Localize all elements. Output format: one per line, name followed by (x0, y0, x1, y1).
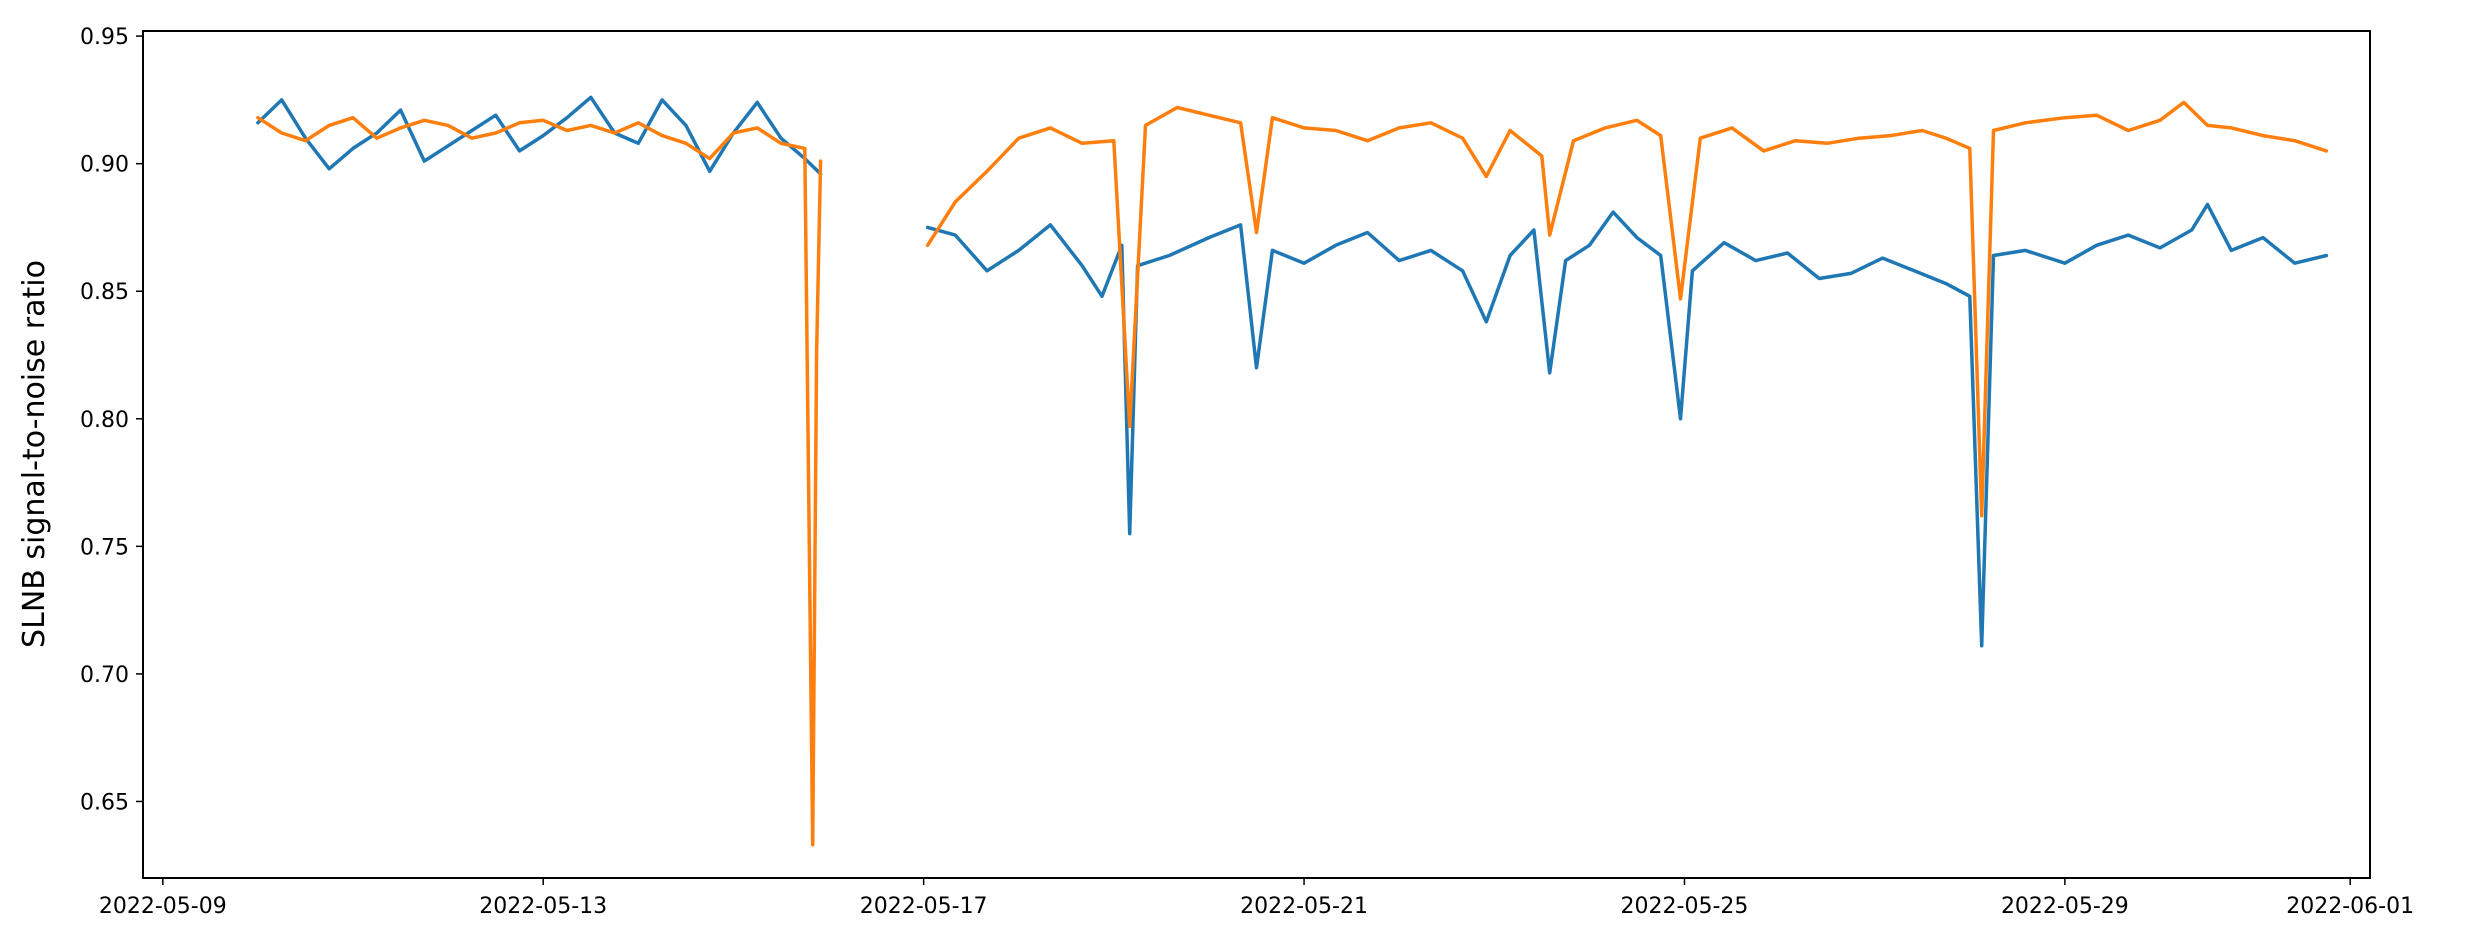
x-tick-label: 2022-05-09 (99, 894, 227, 919)
series-layer (256, 95, 2329, 847)
x-tick-label: 2022-05-25 (1621, 894, 1749, 919)
y-axis-label: SLNB signal-to-noise ratio (17, 260, 52, 648)
x-tick-label: 2022-05-21 (1240, 894, 1368, 919)
y-tick-label: 0.70 (80, 663, 129, 688)
y-tick-label: 0.85 (80, 280, 129, 305)
x-tick-label: 2022-05-17 (860, 894, 988, 919)
y-tick-label: 0.90 (80, 153, 129, 178)
y-tick-label: 0.75 (80, 535, 129, 560)
x-tick-label: 2022-06-01 (2286, 894, 2414, 919)
plot-frame (142, 30, 2371, 879)
y-axis: 0.65 0.70 0.75 0.80 0.85 0.90 0.95 (80, 25, 143, 815)
y-tick-label: 0.95 (80, 25, 129, 50)
x-axis: 2022-05-09 2022-05-13 2022-05-17 2022-05-21… (99, 878, 2414, 919)
y-tick-label: 0.65 (80, 790, 129, 815)
series-line-2 (256, 100, 2329, 847)
y-tick-label: 0.80 (80, 408, 129, 433)
x-tick-label: 2022-05-29 (2001, 894, 2129, 919)
x-tick-label: 2022-05-13 (479, 894, 607, 919)
